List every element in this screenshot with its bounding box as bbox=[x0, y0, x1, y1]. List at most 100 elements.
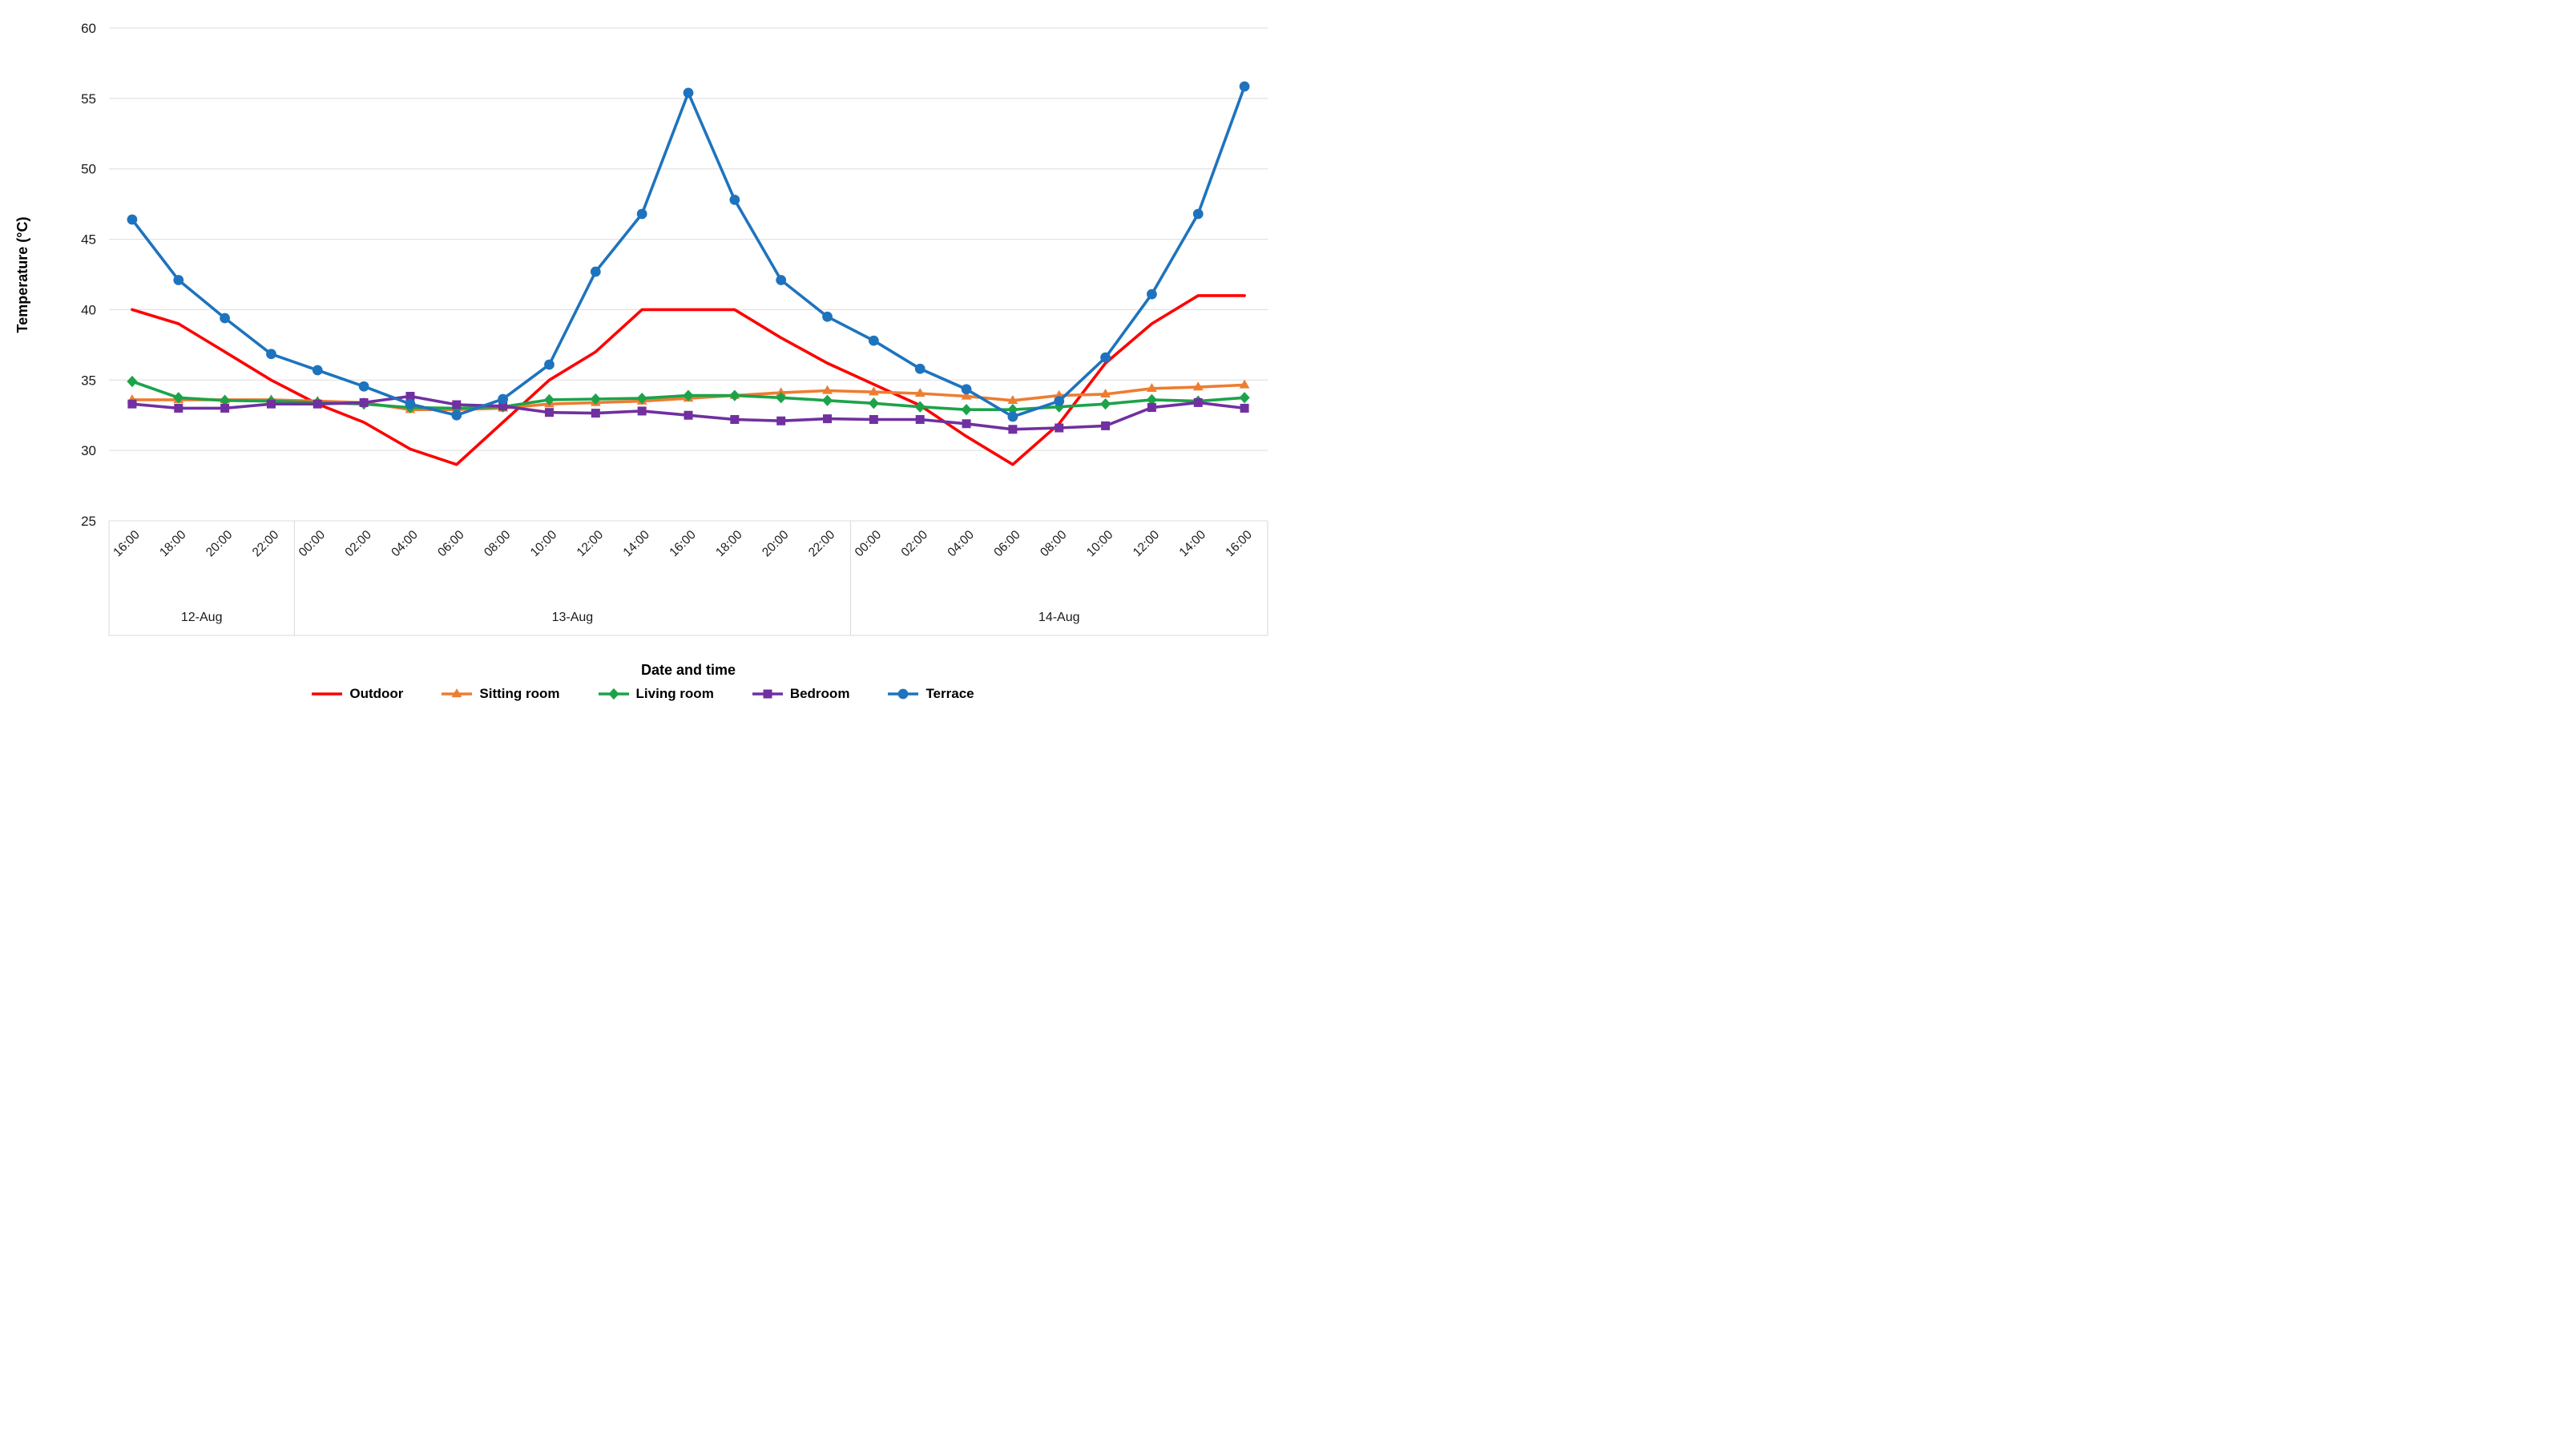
data-point bbox=[1240, 403, 1249, 413]
data-point bbox=[914, 363, 926, 374]
data-point bbox=[1193, 397, 1203, 407]
data-point bbox=[590, 266, 601, 277]
x-tick-label: 10:00 bbox=[528, 528, 560, 560]
temperature-line-chart-figure: 60 55 50 45 40 35 30 25 16:00 18:00 20:00 22:00 00:… bbox=[0, 0, 1284, 728]
data-point bbox=[1147, 288, 1157, 300]
legend-label: Living room bbox=[635, 686, 714, 701]
legend-marker-diamond-icon bbox=[598, 688, 629, 700]
gridlines bbox=[109, 27, 1268, 522]
data-point bbox=[683, 87, 694, 99]
data-point bbox=[220, 313, 230, 324]
x-tick-label: 16:00 bbox=[111, 528, 143, 560]
data-point bbox=[868, 397, 879, 409]
data-point bbox=[1147, 403, 1156, 413]
y-tick-label: 30 bbox=[81, 443, 96, 458]
legend-label: Terrace bbox=[926, 686, 974, 701]
data-point bbox=[266, 349, 276, 360]
x-tick-label: 02:00 bbox=[342, 528, 374, 560]
legend-item-outdoor: Outdoor bbox=[310, 686, 403, 702]
data-point bbox=[730, 414, 740, 424]
x-tick-label: 08:00 bbox=[1038, 528, 1070, 560]
legend-marker-line-icon bbox=[312, 692, 343, 696]
data-point bbox=[359, 397, 369, 407]
legend-item-terrace: Terrace bbox=[886, 686, 974, 702]
data-point bbox=[405, 398, 416, 409]
data-point bbox=[498, 393, 509, 405]
data-point bbox=[961, 404, 972, 416]
x-tick-label: 08:00 bbox=[482, 528, 514, 560]
date-group-label: 12-Aug bbox=[181, 611, 223, 624]
date-group-row: 12-Aug 13-Aug 14-Aug bbox=[181, 611, 1080, 624]
data-point bbox=[1239, 379, 1250, 389]
data-point bbox=[776, 275, 787, 285]
data-point bbox=[1239, 81, 1250, 92]
data-point bbox=[729, 194, 740, 205]
data-point bbox=[1147, 383, 1157, 393]
data-point bbox=[313, 399, 322, 409]
date-group-label: 13-Aug bbox=[552, 611, 594, 624]
data-point bbox=[1100, 352, 1111, 363]
legend-marker-circle-icon bbox=[888, 688, 919, 700]
data-point bbox=[607, 688, 619, 700]
y-tick-label: 60 bbox=[81, 21, 96, 36]
data-point bbox=[915, 414, 925, 424]
y-tick-label: 40 bbox=[81, 302, 96, 317]
data-point bbox=[452, 400, 462, 409]
data-point bbox=[266, 399, 276, 409]
date-group-label: 14-Aug bbox=[1038, 611, 1080, 624]
legend-item-sitting-room: Sitting room bbox=[440, 686, 560, 702]
data-point bbox=[637, 406, 647, 416]
y-tick-label: 50 bbox=[81, 162, 96, 177]
series-terrace bbox=[127, 81, 1250, 422]
x-tick-label: 16:00 bbox=[667, 528, 699, 560]
data-point bbox=[312, 365, 323, 376]
legend-item-bedroom: Bedroom bbox=[751, 686, 850, 702]
data-point bbox=[914, 401, 926, 413]
x-tick-label: 12:00 bbox=[575, 528, 607, 560]
data-point bbox=[684, 410, 693, 420]
data-point bbox=[1099, 398, 1111, 410]
y-axis-tick-labels: 60 55 50 45 40 35 30 25 bbox=[81, 21, 96, 529]
series-bedroom bbox=[127, 391, 1249, 434]
data-point bbox=[1100, 389, 1111, 398]
x-tick-label: 16:00 bbox=[1223, 528, 1255, 560]
legend-label: Bedroom bbox=[789, 686, 850, 701]
data-point bbox=[763, 689, 772, 699]
x-tick-label: 06:00 bbox=[991, 528, 1023, 560]
legend-label: Sitting room bbox=[479, 686, 560, 701]
data-point bbox=[729, 389, 740, 401]
data-point bbox=[1054, 396, 1065, 407]
x-tick-label: 20:00 bbox=[760, 528, 792, 560]
data-point bbox=[1192, 381, 1204, 391]
data-point bbox=[1192, 208, 1204, 220]
plot-series-area bbox=[127, 81, 1250, 466]
data-point bbox=[776, 416, 786, 426]
x-tick-label: 22:00 bbox=[806, 528, 838, 560]
series-line bbox=[131, 85, 1246, 418]
data-point bbox=[220, 403, 230, 413]
data-point bbox=[962, 419, 971, 429]
data-point bbox=[823, 414, 833, 424]
data-point bbox=[961, 390, 972, 400]
x-tick-label: 18:00 bbox=[157, 528, 189, 560]
data-point bbox=[174, 403, 184, 413]
data-point bbox=[914, 388, 926, 397]
axis-frame bbox=[108, 521, 1268, 636]
data-point bbox=[868, 386, 879, 396]
data-point bbox=[173, 275, 184, 285]
x-tick-label: 02:00 bbox=[899, 528, 931, 560]
data-point bbox=[776, 387, 787, 397]
x-axis-title: Date and time bbox=[641, 662, 736, 678]
data-point bbox=[636, 208, 647, 220]
legend-marker-triangle-icon bbox=[442, 688, 473, 698]
x-tick-label: 00:00 bbox=[296, 528, 329, 560]
data-point bbox=[173, 392, 184, 404]
temperature-chart-canvas: 60 55 50 45 40 35 30 25 16:00 18:00 20:00 22:00 00:… bbox=[14, 21, 1268, 678]
data-point bbox=[1146, 393, 1157, 406]
data-point bbox=[543, 393, 555, 406]
legend-marker-square-icon bbox=[752, 689, 783, 699]
data-point bbox=[544, 359, 555, 370]
y-tick-label: 45 bbox=[81, 232, 96, 248]
x-tick-label: 20:00 bbox=[204, 528, 236, 560]
data-point bbox=[220, 394, 231, 406]
